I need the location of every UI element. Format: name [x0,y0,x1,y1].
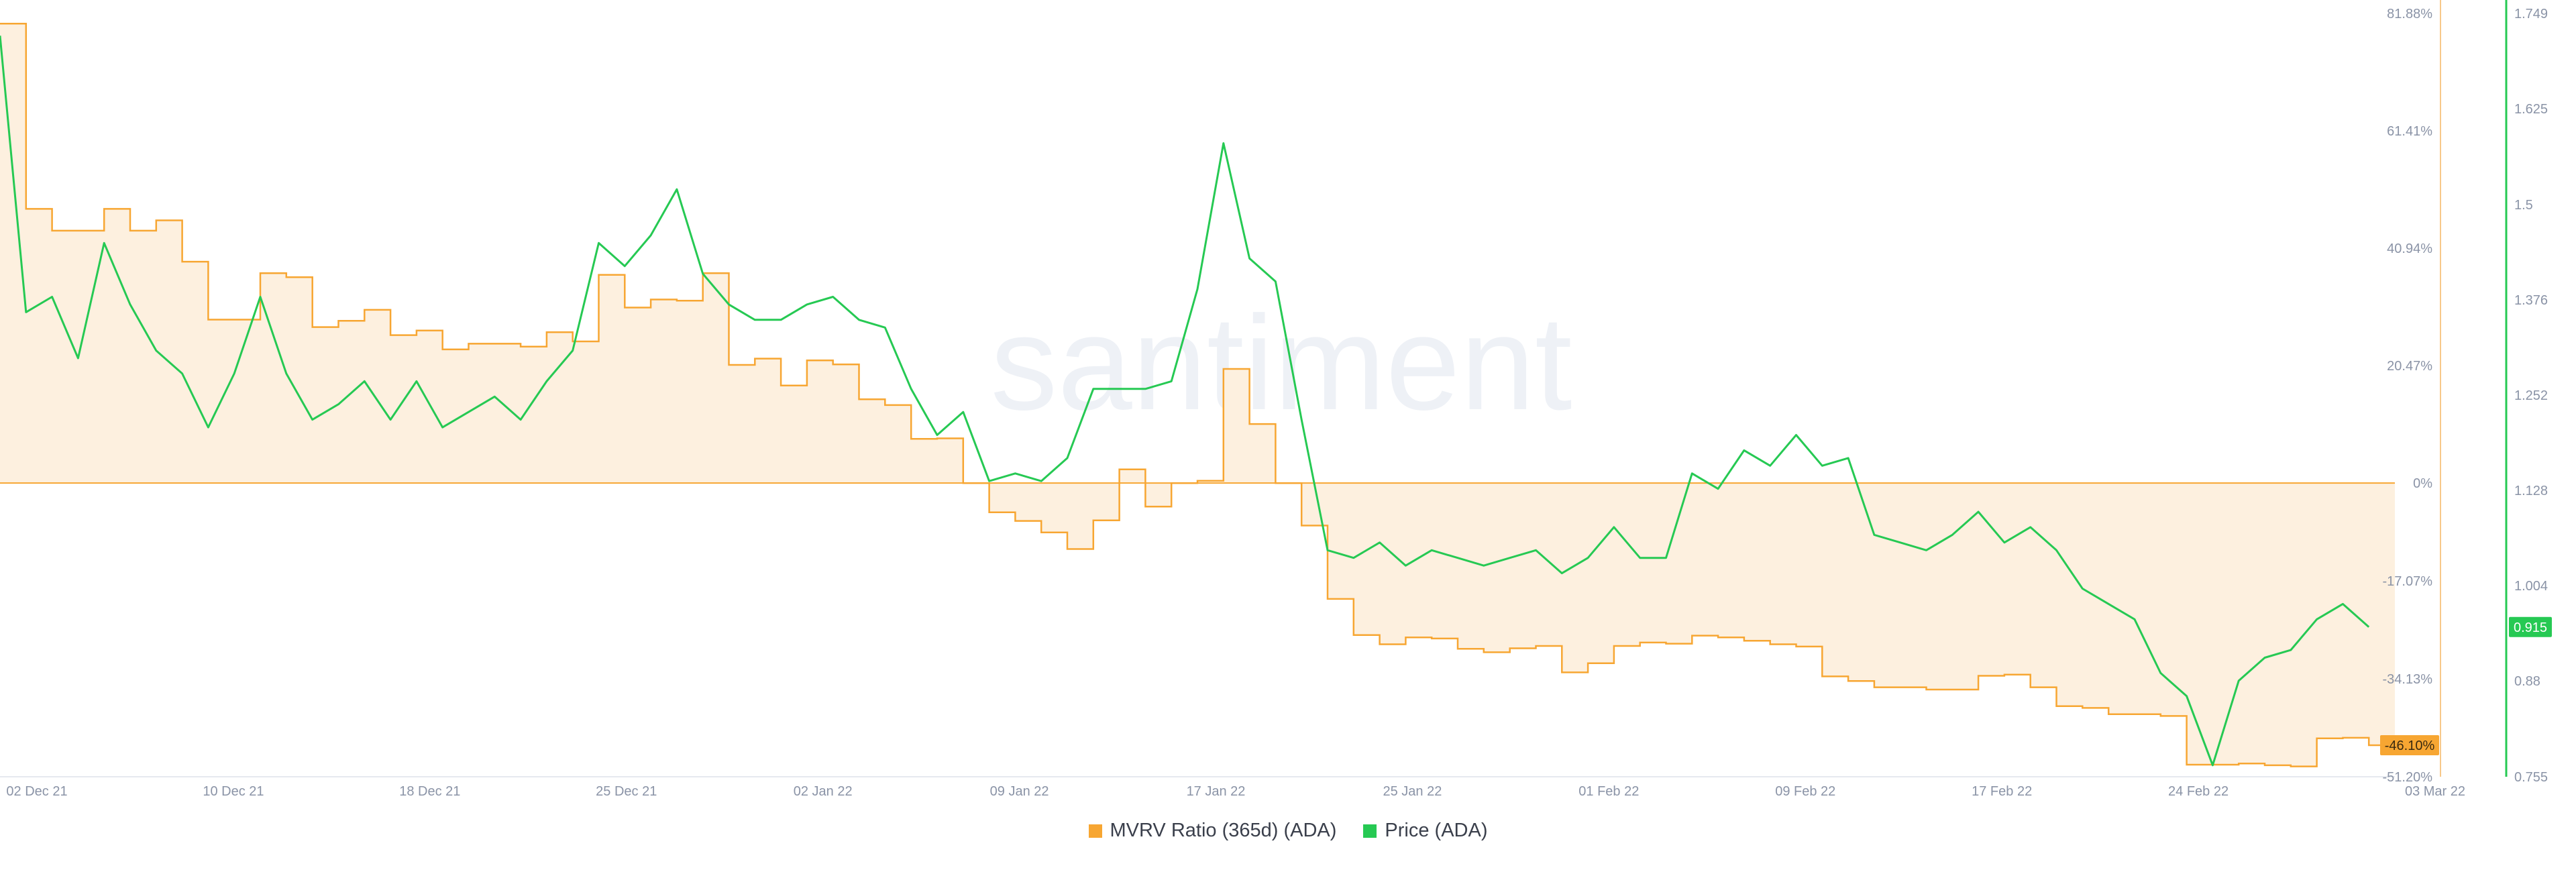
x-tick-label: 09 Feb 22 [1775,784,1835,799]
price-tick-label: 0.755 [2514,770,2548,785]
mvrv-last-label: -46.10% [2385,739,2435,753]
mvrv-tick-label: -17.07% [2383,574,2433,589]
price-line [0,36,2370,767]
x-tick-label: 09 Jan 22 [990,784,1049,799]
mvrv-tick-label: 61.41% [2387,124,2432,139]
legend-swatch-mvrv [1088,824,1102,838]
x-tick-label: 02 Jan 22 [794,784,853,799]
mvrv-tick-label: -34.13% [2383,672,2433,687]
x-tick-label: 17 Jan 22 [1187,784,1246,799]
price-last-label: 0.915 [2514,620,2547,635]
x-tick-label: 03 Mar 22 [2405,784,2465,799]
x-tick-label: 18 Dec 21 [399,784,460,799]
mvrv-tick-label: -51.20% [2383,770,2433,785]
axes: 02 Dec 21 10 Dec 21 18 Dec 21 25 Dec 21 02 J… [0,0,2552,799]
legend-label-mvrv: MVRV Ratio (365d) (ADA) [1110,820,1337,841]
legend: MVRV Ratio (365d) (ADA) Price (ADA) [0,820,2576,842]
mvrv-tick-label: 0% [2413,476,2432,491]
x-tick-label: 25 Jan 22 [1383,784,1442,799]
legend-item-mvrv[interactable]: MVRV Ratio (365d) (ADA) [1088,820,1337,842]
price-tick-label: 1.376 [2514,293,2548,308]
legend-label-price: Price (ADA) [1385,820,1488,841]
chart-svg: santiment 02 Dec 21 10 Dec 21 18 Dec 21 25 … [0,0,2552,799]
x-tick-label: 25 Dec 21 [596,784,657,799]
mvrv-tick-label: 20.47% [2387,359,2432,374]
price-tick-label: 1.128 [2514,484,2548,498]
price-tick-label: 1.749 [2514,7,2548,21]
mvrv-line [0,22,2395,767]
x-tick-label: 17 Feb 22 [1972,784,2032,799]
plot-area [0,22,2395,767]
mvrv-tick-label: 81.88% [2387,7,2432,21]
legend-swatch-price [1363,824,1377,838]
mvrv-area [0,23,2395,767]
price-tick-label: 0.88 [2514,674,2540,689]
price-tick-label: 1.5 [2514,198,2533,213]
x-tick-label: 01 Feb 22 [1578,784,1639,799]
price-last-badge [2509,616,2552,637]
mvrv-tick-label: 40.94% [2387,241,2432,256]
mvrv-last-badge [2380,734,2439,755]
price-tick-label: 1.252 [2514,388,2548,403]
x-tick-label: 10 Dec 21 [203,784,264,799]
x-tick-label: 02 Dec 21 [6,784,67,799]
price-tick-label: 1.625 [2514,102,2548,117]
legend-item-price[interactable]: Price (ADA) [1363,820,1487,842]
x-tick-label: 24 Feb 22 [2168,784,2229,799]
price-tick-label: 1.004 [2514,579,2548,594]
